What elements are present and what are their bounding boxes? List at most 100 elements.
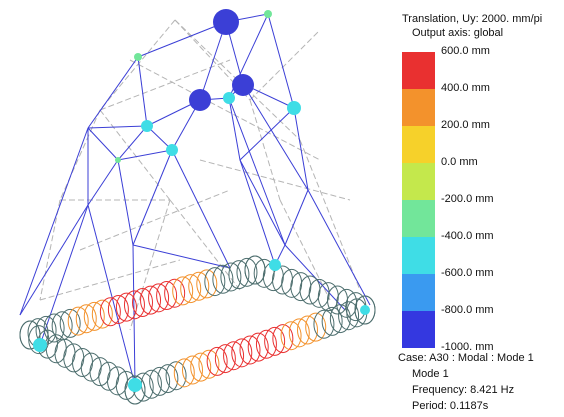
displacement-node	[33, 338, 47, 352]
deformed-member	[132, 244, 231, 269]
ring	[212, 264, 234, 294]
ring	[107, 294, 129, 324]
deformed-member	[228, 97, 241, 161]
undeformed-member	[39, 259, 181, 301]
legend-swatch	[402, 274, 435, 311]
ring	[206, 346, 228, 376]
ring	[236, 257, 258, 287]
color-legend	[402, 52, 435, 352]
ring	[220, 262, 242, 292]
ring	[72, 348, 93, 377]
displacement-node	[189, 89, 211, 111]
displacement-node	[287, 101, 301, 115]
undeformed-member	[99, 19, 176, 111]
undeformed-member	[299, 139, 361, 291]
undeformed-member	[79, 189, 231, 251]
legend-tick-label: 200.0 mm	[441, 119, 490, 131]
deformed-member	[117, 125, 148, 161]
ring	[132, 288, 153, 317]
ring	[173, 358, 195, 388]
displacement-node	[141, 120, 153, 132]
deformed-member	[239, 107, 295, 161]
ring	[156, 281, 178, 311]
ring	[164, 278, 186, 308]
period-label: Period: 0.1187s	[412, 400, 489, 412]
ring	[198, 349, 220, 379]
ring-beams	[19, 255, 376, 405]
undeformed-member	[169, 199, 241, 291]
deformed-member	[307, 189, 371, 306]
ring	[157, 364, 179, 394]
deformed-member	[87, 159, 119, 206]
deformed-member	[137, 21, 227, 58]
deformed-member	[19, 127, 89, 316]
deformed-member	[87, 204, 136, 386]
undeformed-member	[99, 59, 231, 111]
ring	[297, 315, 318, 345]
ring	[280, 321, 302, 351]
legend-tick-label: -400.0 mm	[441, 230, 494, 242]
deformed-member	[19, 204, 89, 316]
legend-swatch	[402, 237, 435, 274]
ring	[204, 267, 226, 297]
ring	[223, 341, 245, 371]
ring	[228, 260, 250, 290]
ring	[123, 290, 145, 320]
ring	[99, 297, 121, 327]
displacement-node	[223, 92, 235, 104]
deformed-member	[137, 56, 148, 127]
deformed-member	[199, 21, 227, 101]
legend-tick-label: -800.0 mm	[441, 304, 494, 316]
ring	[239, 335, 261, 365]
ring	[89, 357, 111, 387]
displacement-node	[134, 53, 142, 61]
deformed-member	[293, 107, 309, 191]
model-viewport[interactable]	[0, 0, 395, 417]
legend-swatch	[402, 163, 435, 200]
ring	[80, 352, 102, 382]
legend-swatch	[402, 126, 435, 163]
legend-tick-label: -200.0 mm	[441, 193, 494, 205]
displacement-node	[264, 10, 272, 18]
ring	[83, 301, 105, 331]
ring	[165, 361, 187, 391]
structure-model	[19, 9, 376, 405]
ring	[67, 306, 89, 336]
legend-swatch	[402, 89, 435, 126]
legend-swatch	[402, 52, 435, 89]
ring	[272, 324, 294, 354]
legend-tick-label: -600.0 mm	[441, 267, 494, 279]
undeformed-member	[249, 29, 321, 101]
ring	[63, 343, 85, 373]
ring	[321, 306, 343, 336]
displacement-node	[213, 9, 239, 35]
ring	[45, 334, 67, 364]
ring	[75, 304, 97, 334]
ring	[182, 355, 203, 385]
ring	[305, 312, 327, 342]
case-label: Case: A30 : Modal : Mode 1	[398, 352, 534, 364]
legend-swatch	[402, 311, 435, 348]
deformed-member	[87, 125, 148, 129]
ring	[107, 366, 128, 396]
undeformed-frame	[39, 19, 361, 331]
legend-swatch	[402, 200, 435, 237]
deformed-member	[284, 189, 309, 246]
deformed-member	[228, 97, 286, 246]
deformed-member	[87, 56, 139, 129]
deformed-member	[242, 83, 309, 191]
legend-tick-label: 600.0 mm	[441, 45, 490, 57]
displacement-node	[232, 74, 254, 96]
legend-tick-label: 0.0 mm	[441, 156, 478, 168]
displacement-node	[166, 144, 178, 156]
undeformed-member	[249, 99, 281, 201]
ring	[247, 332, 269, 362]
undeformed-member	[279, 199, 331, 301]
ring	[91, 299, 113, 329]
ring	[264, 326, 286, 356]
ring	[172, 276, 194, 306]
displacement-node	[269, 259, 281, 271]
deformed-member	[267, 13, 295, 109]
displacement-node	[360, 305, 370, 315]
ring	[124, 375, 146, 405]
